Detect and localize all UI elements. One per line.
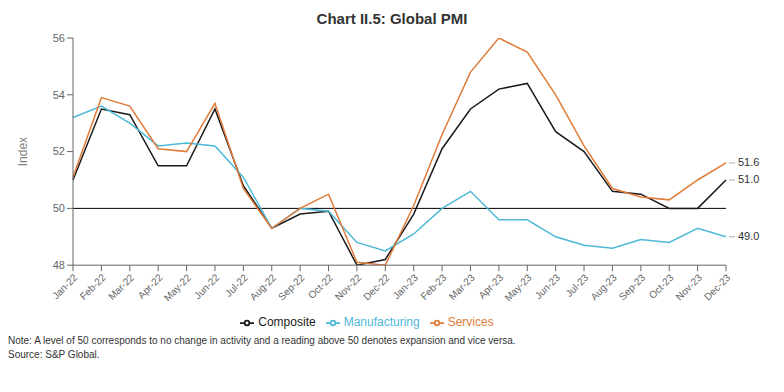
- svg-text:Mar-23: Mar-23: [447, 272, 477, 302]
- svg-text:May-22: May-22: [162, 272, 194, 304]
- svg-text:49.0: 49.0: [738, 230, 759, 242]
- svg-text:56: 56: [53, 32, 65, 44]
- svg-text:51.0: 51.0: [738, 173, 759, 185]
- svg-text:Feb-23: Feb-23: [418, 272, 448, 302]
- svg-text:54: 54: [53, 89, 65, 101]
- svg-text:Jan-22: Jan-22: [50, 272, 80, 302]
- svg-text:Aug-22: Aug-22: [248, 272, 279, 303]
- svg-text:Oct-23: Oct-23: [647, 272, 676, 301]
- svg-text:Jul-22: Jul-22: [223, 272, 250, 299]
- svg-text:Mar-22: Mar-22: [106, 272, 136, 302]
- svg-text:Apr-22: Apr-22: [136, 272, 165, 301]
- svg-text:Aug-23: Aug-23: [588, 272, 619, 303]
- svg-text:Sep-23: Sep-23: [617, 272, 648, 303]
- svg-text:Apr-23: Apr-23: [476, 272, 505, 301]
- html-text:Manufacturing: Manufacturing: [343, 315, 420, 330]
- svg-text:Feb-22: Feb-22: [78, 272, 108, 302]
- html-text:Services: Services: [447, 315, 494, 330]
- svg-text:Jul-23: Jul-23: [563, 272, 590, 299]
- svg-text:Jun-22: Jun-22: [192, 272, 222, 302]
- html-text:Source: S&P Global.: Source: S&P Global.: [8, 349, 100, 360]
- svg-text:51.6: 51.6: [738, 156, 759, 168]
- svg-text:Dec-23: Dec-23: [702, 272, 733, 303]
- svg-text:Index: Index: [16, 137, 30, 166]
- svg-text:Nov-22: Nov-22: [333, 272, 364, 303]
- svg-text:Oct-22: Oct-22: [306, 272, 335, 301]
- html-text:Note: A level of 50 correspond: Note: A level of 50 corresponds to no ch…: [8, 335, 516, 346]
- svg-text:52: 52: [53, 145, 65, 157]
- svg-text:Nov-23: Nov-23: [673, 272, 704, 303]
- svg-text:May-23: May-23: [502, 272, 534, 304]
- svg-text:Dec-22: Dec-22: [361, 272, 392, 303]
- svg-text:50: 50: [53, 202, 65, 214]
- svg-text:Sep-22: Sep-22: [276, 272, 307, 303]
- html-text:Composite: Composite: [258, 315, 316, 330]
- svg-text:48: 48: [53, 259, 65, 271]
- svg-text:Jun-23: Jun-23: [533, 272, 563, 302]
- svg-text:Jan-23: Jan-23: [391, 272, 421, 302]
- html-text:Chart II.5: Global PMI: Chart II.5: Global PMI: [316, 10, 468, 27]
